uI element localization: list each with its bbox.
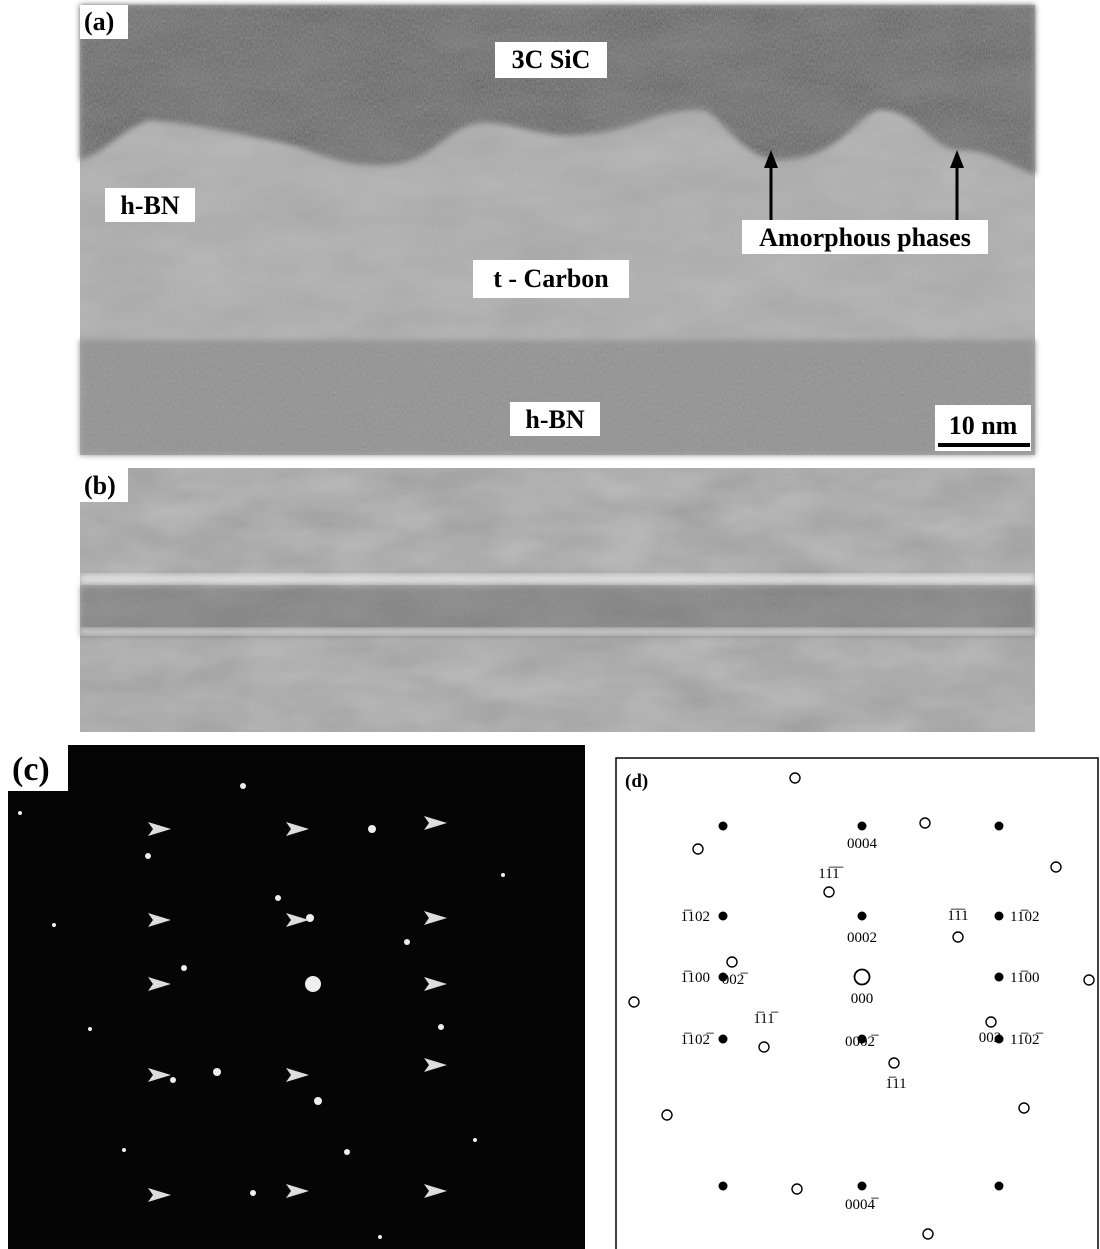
diffraction-spot bbox=[368, 825, 376, 833]
diffraction-spot bbox=[306, 914, 314, 922]
filled-spot bbox=[995, 912, 1004, 921]
spot-label: 11̅00 bbox=[1010, 970, 1039, 986]
spot-label: 1̅102̅ bbox=[681, 1032, 714, 1048]
page: (a) 3C SiC h-BN Amorphous phases t - Car… bbox=[0, 0, 1100, 1249]
texture bbox=[80, 468, 1035, 732]
scale-bar-label: 10 nm bbox=[949, 411, 1018, 440]
spot-label: 1̅102 bbox=[681, 909, 710, 925]
panel-label: (d) bbox=[625, 771, 648, 792]
panel-c: (c) bbox=[8, 745, 585, 1249]
spot-label: 11̅02̅ bbox=[1010, 1032, 1043, 1048]
spot-label: 1̅100 bbox=[681, 970, 710, 986]
filled-spot bbox=[995, 973, 1004, 982]
diffraction-spot bbox=[250, 1190, 256, 1196]
spot-label: 11̅02 bbox=[1010, 909, 1039, 925]
diffraction-spot bbox=[181, 965, 187, 971]
filled-spot bbox=[719, 912, 728, 921]
spot-label: 000 bbox=[851, 991, 874, 1007]
diffraction-spot bbox=[305, 976, 321, 992]
diffraction-spot bbox=[18, 811, 22, 815]
diffraction-spot bbox=[378, 1235, 382, 1239]
panel-a: (a) 3C SiC h-BN Amorphous phases t - Car… bbox=[80, 5, 1035, 455]
spot-label: 0004̅ bbox=[845, 1197, 879, 1213]
diffraction-spot bbox=[473, 1138, 477, 1142]
panel-label: (a) bbox=[84, 7, 114, 36]
diffraction-spot bbox=[122, 1148, 126, 1152]
filled-spot bbox=[995, 1182, 1004, 1191]
annotation: t - Carbon bbox=[493, 264, 609, 293]
diffraction-spot bbox=[213, 1068, 221, 1076]
spot-label: 1̅11 bbox=[885, 1076, 906, 1092]
spot-label: 1̅1̅1 bbox=[947, 908, 968, 924]
diffraction-spot bbox=[52, 923, 56, 927]
diffraction-spot bbox=[344, 1149, 350, 1155]
diffraction-pattern bbox=[8, 745, 585, 1249]
spot-label: 0002̅ bbox=[845, 1034, 879, 1050]
diffraction-spot bbox=[501, 873, 505, 877]
diffraction-spot bbox=[170, 1077, 176, 1083]
annotation: h-BN bbox=[525, 405, 584, 434]
filled-spot bbox=[858, 822, 867, 831]
diffraction-spot bbox=[438, 1024, 444, 1030]
diffraction-spot bbox=[240, 783, 246, 789]
panel-b: (b) bbox=[80, 468, 1035, 732]
spot-label: 002 bbox=[979, 1030, 1002, 1046]
filled-spot bbox=[858, 1182, 867, 1191]
spot-label: 0002 bbox=[847, 930, 877, 946]
spot-label: 0004 bbox=[847, 836, 878, 852]
diffraction-spot bbox=[275, 895, 281, 901]
diffraction-spot bbox=[88, 1027, 92, 1031]
annotation: Amorphous phases bbox=[759, 223, 971, 252]
filled-spot bbox=[858, 912, 867, 921]
filled-spot bbox=[719, 1035, 728, 1044]
filled-spot bbox=[719, 1182, 728, 1191]
diffraction-spot bbox=[404, 939, 410, 945]
filled-spot bbox=[995, 822, 1004, 831]
annotation: 3C SiC bbox=[512, 45, 591, 74]
annotation: h-BN bbox=[120, 191, 179, 220]
diffraction-spot bbox=[314, 1097, 322, 1105]
diffraction-spot bbox=[145, 853, 151, 859]
figure: (a) 3C SiC h-BN Amorphous phases t - Car… bbox=[0, 0, 1100, 1249]
panel-label: (c) bbox=[12, 751, 50, 788]
filled-spot bbox=[719, 822, 728, 831]
panel-label: (b) bbox=[84, 471, 116, 500]
